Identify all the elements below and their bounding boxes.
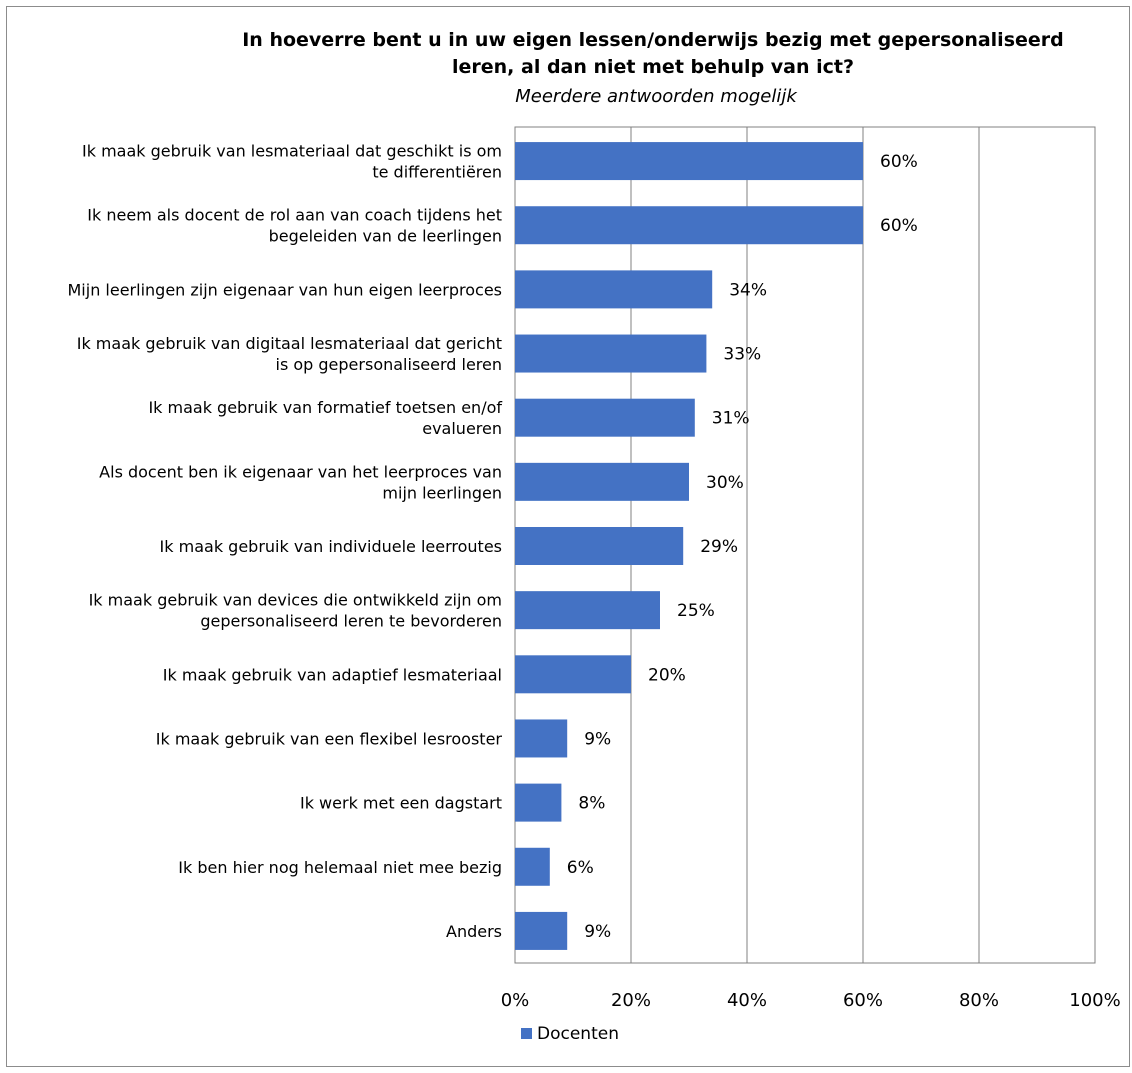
x-tick-label-100: 100%	[1069, 990, 1120, 1011]
x-tick-label-80: 80%	[959, 990, 999, 1011]
data-label-5: 31%	[712, 409, 750, 429]
data-label-6: 30%	[706, 473, 744, 493]
category-label-6: Als docent ben ik eigenaar van het leerp…	[99, 462, 502, 502]
data-label-7: 29%	[700, 537, 738, 557]
chart-subtitle: Meerdere antwoorden mogelijk	[515, 86, 798, 107]
x-tick-label-60: 60%	[843, 990, 883, 1011]
data-label-4: 33%	[723, 345, 761, 365]
category-label-3: Mijn leerlingen zijn eigenaar van hun ei…	[68, 280, 503, 299]
category-label-8: Ik maak gebruik van devices die ontwikke…	[89, 591, 502, 631]
x-axis-tick-labels: 0% 20% 40% 60% 80% 100%	[501, 990, 1121, 1011]
bar-12	[515, 847, 550, 886]
data-label-9: 20%	[648, 665, 686, 685]
category-label-5: Ik maak gebruik van formatief toetsen en…	[148, 398, 502, 438]
x-tick-label-0: 0%	[501, 990, 530, 1011]
category-label-2: Ik neem als docent de rol aan van coach …	[87, 206, 502, 246]
category-label-1: Ik maak gebruik van lesmateriaal dat ges…	[82, 142, 502, 182]
bar-10	[515, 719, 568, 758]
legend: Docenten	[521, 1024, 619, 1044]
bar-5	[515, 398, 695, 437]
bar-9	[515, 655, 631, 694]
x-tick-label-20: 20%	[611, 990, 651, 1011]
x-tick-label-40: 40%	[727, 990, 767, 1011]
data-label-3: 34%	[729, 280, 767, 300]
chart-title-line-1: In hoeverre bent u in uw eigen lessen/on…	[242, 29, 1064, 51]
chart-frame: In hoeverre bent u in uw eigen lessen/on…	[6, 6, 1130, 1067]
bar-11	[515, 783, 562, 822]
bar-chart: In hoeverre bent u in uw eigen lessen/on…	[68, 29, 1121, 1044]
data-label-13: 9%	[584, 922, 611, 942]
bar-7	[515, 527, 684, 565]
chart-title: In hoeverre bent u in uw eigen lessen/on…	[242, 29, 1064, 107]
bar-3	[515, 270, 713, 309]
data-label-12: 6%	[567, 858, 594, 878]
legend-label: Docenten	[537, 1024, 619, 1044]
bar-1	[515, 142, 863, 181]
data-label-11: 8%	[578, 794, 605, 814]
data-label-10: 9%	[584, 729, 611, 749]
category-label-4: Ik maak gebruik van digitaal lesmateriaa…	[77, 334, 502, 374]
bar-13	[515, 911, 568, 950]
data-labels: 60% 60% 34% 33% 31% 30% 29% 25% 20% 9% 8% 6% 9%	[567, 152, 918, 942]
data-label-8: 25%	[677, 601, 715, 621]
bar-6	[515, 462, 689, 501]
legend-swatch	[521, 1028, 532, 1039]
bar-2	[515, 206, 863, 245]
category-label-7: Ik maak gebruik van individuele leerrout…	[160, 537, 502, 556]
category-labels: Ik maak gebruik van lesmateriaal dat ges…	[68, 142, 503, 941]
data-label-1: 60%	[880, 152, 918, 172]
data-label-2: 60%	[880, 216, 918, 236]
bar-4	[515, 334, 707, 373]
bars	[515, 142, 863, 950]
category-label-9: Ik maak gebruik van adaptief lesmateriaa…	[163, 665, 502, 684]
category-label-12: Ik ben hier nog helemaal niet mee bezig	[178, 858, 502, 877]
bar-8	[515, 591, 660, 630]
category-label-10: Ik maak gebruik van een flexibel lesroos…	[156, 729, 503, 748]
category-label-13: Anders	[446, 922, 502, 941]
category-label-11: Ik werk met een dagstart	[300, 794, 502, 813]
chart-title-line-2: leren, al dan niet met behulp van ict?	[452, 56, 854, 78]
